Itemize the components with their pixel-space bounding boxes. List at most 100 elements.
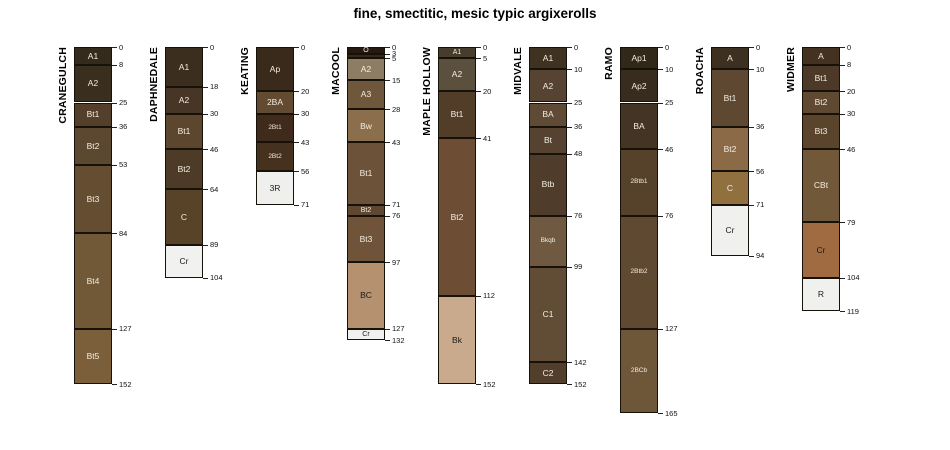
depth-tick [203, 277, 208, 279]
depth-label: 8 [119, 60, 124, 70]
horizon-band-bkqb: Bkqb [529, 215, 567, 267]
horizon-label: Cr [816, 244, 826, 255]
horizon-label: Cr [179, 255, 189, 266]
horizon-band-bt: Bt [529, 126, 567, 154]
depth-tick [385, 340, 390, 342]
horizon-label: Bt2 [177, 163, 191, 174]
horizon-band-c: C [165, 189, 203, 245]
horizon-band-2bcb: 2BCb [620, 328, 658, 414]
horizon-band-c2: C2 [529, 362, 567, 385]
horizon-band-ba: BA [529, 102, 567, 127]
depth-tick [112, 47, 117, 48]
depth-tick [840, 113, 845, 115]
horizon-band-bt2: Bt2 [711, 126, 749, 172]
depth-tick [203, 86, 208, 88]
depth-label: 152 [574, 379, 587, 389]
depth-tick [476, 384, 481, 386]
depth-tick [294, 91, 299, 93]
depth-label: 97 [392, 257, 401, 267]
horizon-label: 2BCb [630, 366, 648, 374]
horizon-band-bt2: Bt2 [438, 138, 476, 296]
horizon-label: 2Bt1 [268, 123, 282, 131]
horizon-label: Cr [362, 330, 370, 338]
horizon-label: A3 [360, 89, 372, 100]
depth-label: 71 [392, 200, 401, 210]
horizon-band-ap1: Ap1 [620, 47, 658, 70]
horizon-label: A1 [87, 50, 99, 61]
depth-tick [203, 189, 208, 191]
horizon-band-bt1: Bt1 [165, 113, 203, 150]
horizon-band-a2: A2 [529, 69, 567, 103]
depth-tick [476, 138, 481, 140]
depth-label: 76 [392, 211, 401, 221]
depth-label: 0 [665, 42, 670, 52]
horizon-label: Bt1 [723, 92, 737, 103]
horizon-label: Ap2 [631, 80, 647, 91]
depth-tick [658, 328, 663, 330]
horizon-band-bt2: Bt2 [802, 91, 840, 114]
horizon-label: A [727, 52, 733, 63]
depth-label: 36 [574, 122, 583, 132]
depth-tick [385, 80, 390, 82]
depth-label: 0 [301, 42, 306, 52]
depth-label: 53 [119, 160, 128, 170]
depth-tick [840, 311, 845, 313]
horizon-band-bc: BC [347, 262, 385, 329]
horizon-label: A2 [542, 80, 554, 91]
series-name-ramo: RAMO [603, 47, 615, 80]
depth-tick [476, 58, 481, 60]
depth-tick [385, 47, 390, 48]
depth-tick [112, 64, 117, 66]
depth-label: 94 [756, 251, 765, 261]
depth-label: 79 [847, 217, 856, 227]
horizon-label: Bt4 [86, 275, 100, 286]
depth-label: 20 [847, 86, 856, 96]
horizon-label: Bk [452, 334, 462, 345]
depth-tick [840, 91, 845, 93]
depth-tick [567, 215, 572, 217]
depth-tick [385, 53, 390, 55]
depth-label: 104 [847, 273, 860, 283]
horizon-label: Bt1 [359, 168, 373, 179]
depth-label: 56 [301, 166, 310, 176]
horizon-band-cbt: CBt [802, 149, 840, 223]
depth-label: 127 [119, 324, 132, 334]
horizon-label: 3R [269, 182, 281, 193]
horizon-label: Bt3 [814, 126, 828, 137]
depth-tick [385, 142, 390, 144]
horizon-label: 2BA [266, 97, 284, 108]
depth-label: 165 [665, 408, 678, 418]
horizon-band-cr: Cr [711, 204, 749, 256]
horizon-band-a1: A1 [438, 47, 476, 59]
horizon-label: O [363, 46, 369, 54]
depth-label: 46 [847, 144, 856, 154]
depth-tick [567, 384, 572, 386]
depth-label: 64 [210, 184, 219, 194]
horizon-label: Bt2 [723, 143, 737, 154]
depth-label: 10 [756, 64, 765, 74]
horizon-band-bt5: Bt5 [74, 328, 112, 385]
horizon-band-bw: Bw [347, 109, 385, 143]
depth-tick [567, 126, 572, 128]
depth-label: 30 [847, 109, 856, 119]
horizon-label: C2 [542, 368, 554, 379]
depth-tick [112, 164, 117, 166]
depth-tick [385, 262, 390, 264]
horizon-label: 2Bt2 [268, 152, 282, 160]
depth-label: 0 [392, 42, 397, 52]
depth-label: 112 [483, 291, 495, 301]
depth-tick [658, 47, 663, 48]
depth-label: 0 [483, 42, 488, 52]
horizon-label: BC [360, 290, 372, 301]
depth-label: 25 [665, 98, 674, 107]
horizon-label: R [817, 289, 825, 300]
depth-tick [385, 328, 390, 330]
depth-tick [658, 215, 663, 217]
depth-tick [567, 362, 572, 364]
horizon-label: BA [542, 109, 554, 120]
horizon-band-2btb1: 2Btb1 [620, 149, 658, 216]
depth-tick [112, 126, 117, 128]
depth-tick [840, 64, 845, 66]
horizon-label: A2 [178, 95, 190, 106]
